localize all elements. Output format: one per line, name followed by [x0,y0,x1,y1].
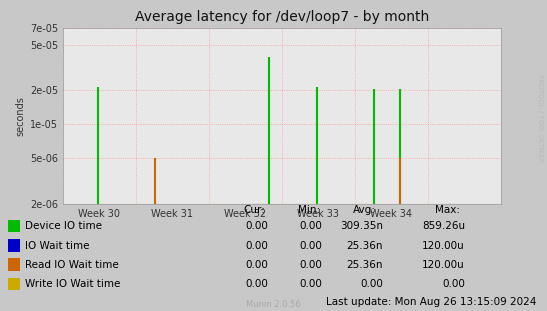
Text: 0.00: 0.00 [300,221,323,231]
Text: 309.35n: 309.35n [340,221,383,231]
Text: Max:: Max: [435,205,460,215]
Text: RRDTOOL / TOBI OETIKER: RRDTOOL / TOBI OETIKER [537,74,543,163]
Text: 120.00u: 120.00u [422,260,465,270]
Text: Read IO Wait time: Read IO Wait time [25,260,118,270]
Text: Avg:: Avg: [353,205,376,215]
Title: Average latency for /dev/loop7 - by month: Average latency for /dev/loop7 - by mont… [135,10,429,24]
Text: IO Wait time: IO Wait time [25,241,89,251]
Text: 0.00: 0.00 [300,260,323,270]
Text: 0.00: 0.00 [442,279,465,289]
Text: 0.00: 0.00 [300,241,323,251]
Text: Write IO Wait time: Write IO Wait time [25,279,120,289]
Y-axis label: seconds: seconds [16,96,26,136]
Text: Munin 2.0.56: Munin 2.0.56 [246,299,301,309]
Text: 25.36n: 25.36n [346,260,383,270]
Text: 0.00: 0.00 [245,221,268,231]
Text: Last update: Mon Aug 26 13:15:09 2024: Last update: Mon Aug 26 13:15:09 2024 [325,297,536,307]
Text: 859.26u: 859.26u [422,221,465,231]
Text: 0.00: 0.00 [245,260,268,270]
Text: Device IO time: Device IO time [25,221,102,231]
Text: 0.00: 0.00 [300,279,323,289]
Text: 120.00u: 120.00u [422,241,465,251]
Text: 0.00: 0.00 [245,241,268,251]
Text: 25.36n: 25.36n [346,241,383,251]
Text: 0.00: 0.00 [245,279,268,289]
Text: Cur:: Cur: [243,205,265,215]
Text: Min:: Min: [298,205,320,215]
Text: 0.00: 0.00 [360,279,383,289]
